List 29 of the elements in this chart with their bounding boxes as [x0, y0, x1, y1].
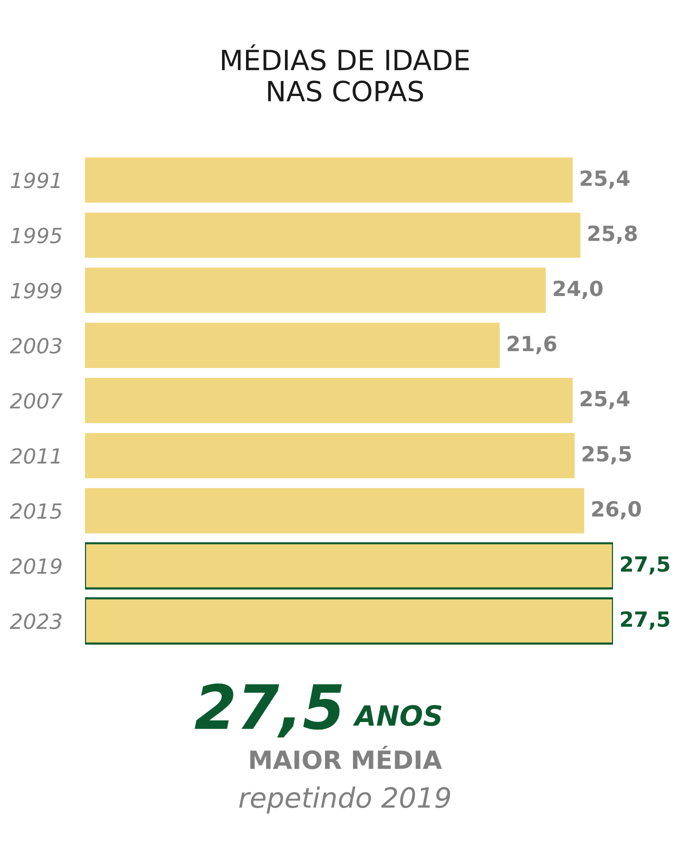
y-tick-label: 2019: [10, 558, 62, 574]
bar: [85, 212, 580, 258]
y-tick-label: 1991: [10, 172, 60, 188]
y-tick-label: 2007: [10, 392, 63, 409]
bar: [85, 488, 584, 534]
bar: [85, 322, 500, 368]
bar: [85, 268, 546, 313]
chart-title: MÉDIAS DE IDADE NAS COPAS: [222, 44, 469, 102]
text: MAIOR MÉDIA: [250, 746, 442, 770]
bar: [85, 378, 573, 424]
data-label: 24,0: [554, 280, 603, 299]
y-tick-label: 2023: [10, 613, 62, 630]
y-tick-label: 2003: [10, 338, 62, 354]
data-label: 25,5: [582, 446, 631, 464]
text: 27,5 ANOS: [194, 684, 442, 738]
y-tick-label: 2015: [10, 503, 62, 519]
data-label: 21,6: [508, 336, 556, 354]
bar: [85, 433, 575, 478]
data-label: 27,5: [620, 556, 670, 575]
text: repetindo 2019: [239, 786, 450, 814]
data-label: 25,4: [580, 390, 630, 410]
y-tick-label: 1999: [10, 282, 62, 298]
bar: [85, 157, 573, 203]
y-tick-label: 2011: [10, 448, 60, 464]
data-label: 25,4: [580, 170, 630, 189]
data-label: 27,5: [620, 611, 670, 630]
y-tick-label: 1995: [10, 228, 62, 244]
data-label: 26,0: [592, 501, 641, 520]
data-label: 25,8: [588, 225, 637, 244]
